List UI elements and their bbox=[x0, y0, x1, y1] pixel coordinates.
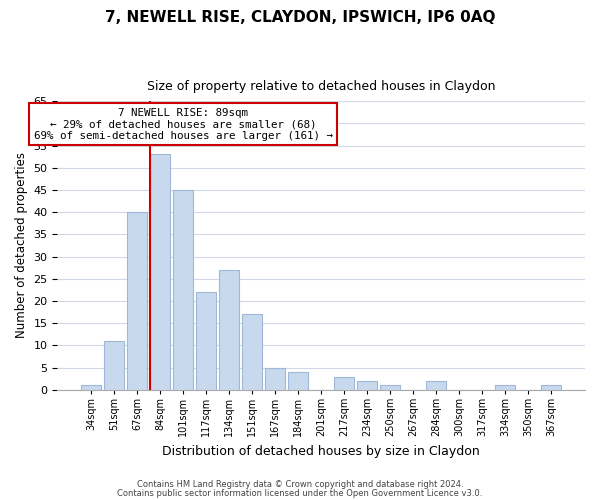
Bar bbox=[541, 386, 561, 390]
Bar bbox=[127, 212, 147, 390]
Text: Contains public sector information licensed under the Open Government Licence v3: Contains public sector information licen… bbox=[118, 488, 482, 498]
Bar bbox=[289, 372, 308, 390]
Bar bbox=[220, 270, 239, 390]
Bar bbox=[82, 386, 101, 390]
Bar bbox=[380, 386, 400, 390]
Bar bbox=[496, 386, 515, 390]
Bar bbox=[242, 314, 262, 390]
Bar bbox=[104, 341, 124, 390]
Bar bbox=[427, 381, 446, 390]
Title: Size of property relative to detached houses in Claydon: Size of property relative to detached ho… bbox=[147, 80, 496, 93]
Bar bbox=[151, 154, 170, 390]
Bar bbox=[358, 381, 377, 390]
Bar bbox=[265, 368, 285, 390]
Y-axis label: Number of detached properties: Number of detached properties bbox=[15, 152, 28, 338]
X-axis label: Distribution of detached houses by size in Claydon: Distribution of detached houses by size … bbox=[163, 444, 480, 458]
Text: 7 NEWELL RISE: 89sqm
← 29% of detached houses are smaller (68)
69% of semi-detac: 7 NEWELL RISE: 89sqm ← 29% of detached h… bbox=[34, 108, 332, 141]
Bar bbox=[196, 292, 216, 390]
Bar bbox=[173, 190, 193, 390]
Text: 7, NEWELL RISE, CLAYDON, IPSWICH, IP6 0AQ: 7, NEWELL RISE, CLAYDON, IPSWICH, IP6 0A… bbox=[105, 10, 495, 25]
Bar bbox=[334, 376, 354, 390]
Text: Contains HM Land Registry data © Crown copyright and database right 2024.: Contains HM Land Registry data © Crown c… bbox=[137, 480, 463, 489]
